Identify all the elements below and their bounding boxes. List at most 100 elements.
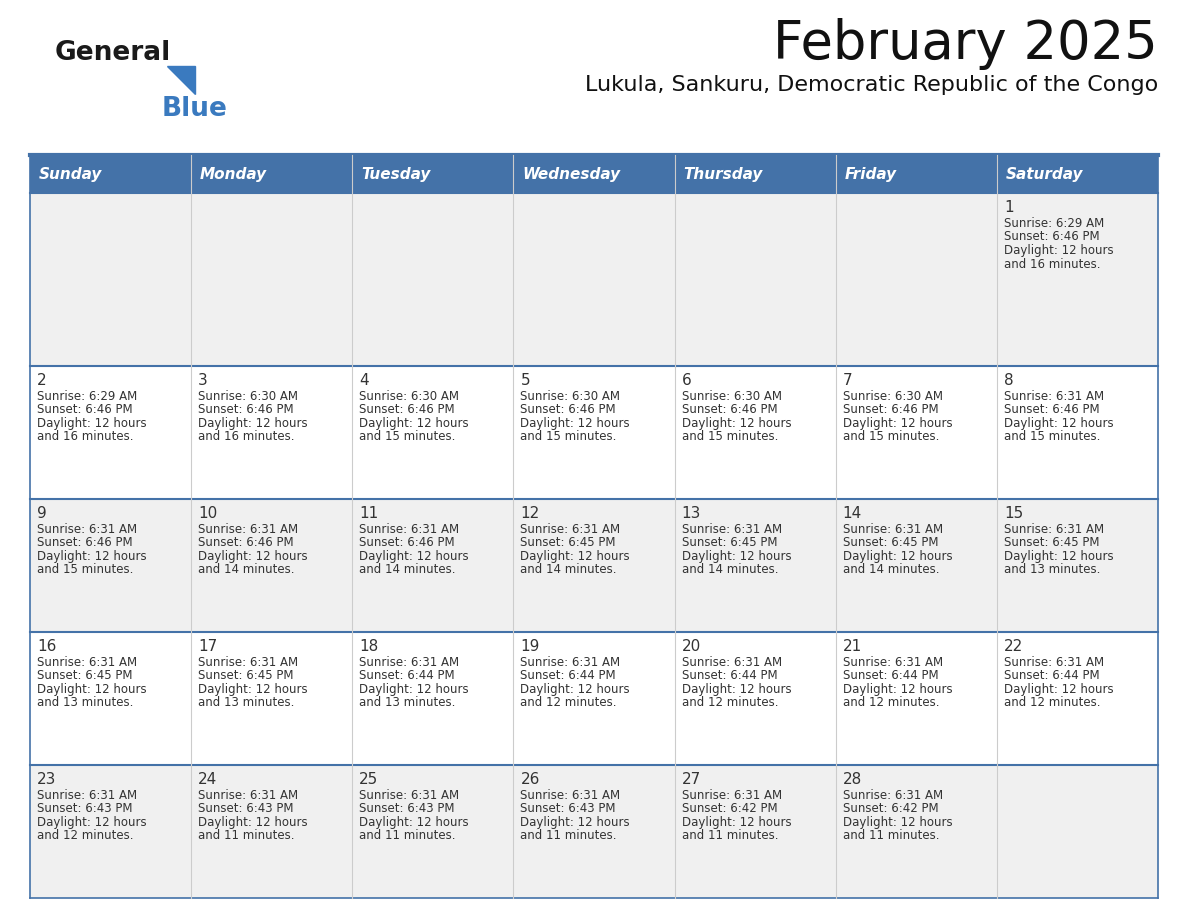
- Text: Daylight: 12 hours: Daylight: 12 hours: [359, 417, 469, 430]
- Text: Daylight: 12 hours: Daylight: 12 hours: [359, 683, 469, 696]
- Text: General: General: [55, 39, 171, 65]
- Text: 24: 24: [198, 772, 217, 787]
- Text: and 11 minutes.: and 11 minutes.: [682, 830, 778, 843]
- Text: Sunrise: 6:31 AM: Sunrise: 6:31 AM: [520, 522, 620, 536]
- Text: Lukula, Sankuru, Democratic Republic of the Congo: Lukula, Sankuru, Democratic Republic of …: [584, 75, 1158, 95]
- Text: Sunset: 6:44 PM: Sunset: 6:44 PM: [842, 669, 939, 682]
- Bar: [997, 155, 1158, 193]
- Text: 28: 28: [842, 772, 862, 787]
- Text: Sunset: 6:45 PM: Sunset: 6:45 PM: [1004, 536, 1099, 549]
- Text: Daylight: 12 hours: Daylight: 12 hours: [842, 683, 953, 696]
- Bar: [30, 632, 1158, 765]
- Text: 12: 12: [520, 506, 539, 521]
- Text: Sunset: 6:46 PM: Sunset: 6:46 PM: [198, 403, 293, 416]
- Text: Sunrise: 6:31 AM: Sunrise: 6:31 AM: [37, 789, 137, 802]
- Bar: [30, 365, 1158, 498]
- Text: Sunset: 6:45 PM: Sunset: 6:45 PM: [682, 536, 777, 549]
- Text: 17: 17: [198, 639, 217, 654]
- Text: 6: 6: [682, 373, 691, 387]
- Text: Sunset: 6:46 PM: Sunset: 6:46 PM: [359, 536, 455, 549]
- Text: 16: 16: [37, 639, 56, 654]
- Text: Sunrise: 6:31 AM: Sunrise: 6:31 AM: [359, 789, 460, 802]
- Text: Sunday: Sunday: [39, 166, 102, 182]
- Bar: [30, 155, 191, 193]
- Text: Daylight: 12 hours: Daylight: 12 hours: [1004, 244, 1113, 257]
- Text: 7: 7: [842, 373, 852, 387]
- Text: and 15 minutes.: and 15 minutes.: [359, 431, 456, 443]
- Text: Sunset: 6:46 PM: Sunset: 6:46 PM: [682, 403, 777, 416]
- Text: and 14 minutes.: and 14 minutes.: [520, 564, 617, 577]
- Text: and 11 minutes.: and 11 minutes.: [842, 830, 940, 843]
- Text: 20: 20: [682, 639, 701, 654]
- Text: and 16 minutes.: and 16 minutes.: [37, 431, 133, 443]
- Text: Sunrise: 6:31 AM: Sunrise: 6:31 AM: [198, 522, 298, 536]
- Text: Sunrise: 6:31 AM: Sunrise: 6:31 AM: [359, 522, 460, 536]
- Text: Daylight: 12 hours: Daylight: 12 hours: [842, 417, 953, 430]
- Text: Sunrise: 6:30 AM: Sunrise: 6:30 AM: [520, 390, 620, 403]
- Text: Sunset: 6:46 PM: Sunset: 6:46 PM: [37, 536, 133, 549]
- Text: Daylight: 12 hours: Daylight: 12 hours: [682, 683, 791, 696]
- Text: Daylight: 12 hours: Daylight: 12 hours: [37, 816, 146, 829]
- Text: Daylight: 12 hours: Daylight: 12 hours: [682, 550, 791, 563]
- Text: and 16 minutes.: and 16 minutes.: [198, 431, 295, 443]
- Text: Sunset: 6:43 PM: Sunset: 6:43 PM: [359, 802, 455, 815]
- Text: Sunrise: 6:31 AM: Sunrise: 6:31 AM: [1004, 390, 1104, 403]
- Text: Sunset: 6:44 PM: Sunset: 6:44 PM: [682, 669, 777, 682]
- Text: Sunrise: 6:31 AM: Sunrise: 6:31 AM: [1004, 655, 1104, 669]
- Text: Daylight: 12 hours: Daylight: 12 hours: [520, 417, 630, 430]
- Text: February 2025: February 2025: [773, 18, 1158, 70]
- Text: Sunrise: 6:30 AM: Sunrise: 6:30 AM: [198, 390, 298, 403]
- Text: Sunset: 6:46 PM: Sunset: 6:46 PM: [359, 403, 455, 416]
- Text: Daylight: 12 hours: Daylight: 12 hours: [198, 417, 308, 430]
- Bar: [513, 155, 675, 193]
- Text: Friday: Friday: [845, 166, 897, 182]
- Text: Sunrise: 6:29 AM: Sunrise: 6:29 AM: [37, 390, 138, 403]
- Text: Sunrise: 6:30 AM: Sunrise: 6:30 AM: [842, 390, 943, 403]
- Text: 25: 25: [359, 772, 379, 787]
- Text: Sunrise: 6:31 AM: Sunrise: 6:31 AM: [520, 789, 620, 802]
- Bar: [30, 193, 1158, 365]
- Text: Daylight: 12 hours: Daylight: 12 hours: [842, 550, 953, 563]
- Text: Sunrise: 6:31 AM: Sunrise: 6:31 AM: [842, 789, 943, 802]
- Text: Daylight: 12 hours: Daylight: 12 hours: [1004, 683, 1113, 696]
- Text: 5: 5: [520, 373, 530, 387]
- Text: and 12 minutes.: and 12 minutes.: [520, 697, 617, 710]
- Text: Daylight: 12 hours: Daylight: 12 hours: [1004, 550, 1113, 563]
- Text: and 12 minutes.: and 12 minutes.: [37, 830, 133, 843]
- Text: 14: 14: [842, 506, 862, 521]
- Text: Sunrise: 6:31 AM: Sunrise: 6:31 AM: [520, 655, 620, 669]
- Text: Sunrise: 6:31 AM: Sunrise: 6:31 AM: [842, 655, 943, 669]
- Text: Daylight: 12 hours: Daylight: 12 hours: [520, 550, 630, 563]
- Text: Sunrise: 6:31 AM: Sunrise: 6:31 AM: [198, 655, 298, 669]
- Text: and 12 minutes.: and 12 minutes.: [842, 697, 940, 710]
- Text: and 15 minutes.: and 15 minutes.: [682, 431, 778, 443]
- Text: Daylight: 12 hours: Daylight: 12 hours: [520, 683, 630, 696]
- Text: Sunset: 6:42 PM: Sunset: 6:42 PM: [682, 802, 777, 815]
- Bar: [30, 765, 1158, 898]
- Text: Sunset: 6:46 PM: Sunset: 6:46 PM: [198, 536, 293, 549]
- Text: Daylight: 12 hours: Daylight: 12 hours: [198, 683, 308, 696]
- Text: and 14 minutes.: and 14 minutes.: [359, 564, 456, 577]
- Text: 1: 1: [1004, 200, 1013, 215]
- Text: Daylight: 12 hours: Daylight: 12 hours: [682, 417, 791, 430]
- Text: Sunrise: 6:31 AM: Sunrise: 6:31 AM: [842, 522, 943, 536]
- Text: 21: 21: [842, 639, 862, 654]
- Text: Saturday: Saturday: [1006, 166, 1083, 182]
- Text: 3: 3: [198, 373, 208, 387]
- Bar: [675, 155, 835, 193]
- Text: 23: 23: [37, 772, 56, 787]
- Text: and 15 minutes.: and 15 minutes.: [37, 564, 133, 577]
- Text: Sunset: 6:42 PM: Sunset: 6:42 PM: [842, 802, 939, 815]
- Text: and 15 minutes.: and 15 minutes.: [520, 431, 617, 443]
- Text: and 13 minutes.: and 13 minutes.: [1004, 564, 1100, 577]
- Text: Sunset: 6:46 PM: Sunset: 6:46 PM: [1004, 230, 1099, 243]
- Text: 15: 15: [1004, 506, 1023, 521]
- Text: Sunrise: 6:31 AM: Sunrise: 6:31 AM: [37, 655, 137, 669]
- Text: Daylight: 12 hours: Daylight: 12 hours: [359, 550, 469, 563]
- Text: Sunrise: 6:31 AM: Sunrise: 6:31 AM: [37, 522, 137, 536]
- Text: 9: 9: [37, 506, 46, 521]
- Bar: [835, 155, 997, 193]
- Text: Sunset: 6:44 PM: Sunset: 6:44 PM: [359, 669, 455, 682]
- Text: 22: 22: [1004, 639, 1023, 654]
- Text: and 11 minutes.: and 11 minutes.: [520, 830, 617, 843]
